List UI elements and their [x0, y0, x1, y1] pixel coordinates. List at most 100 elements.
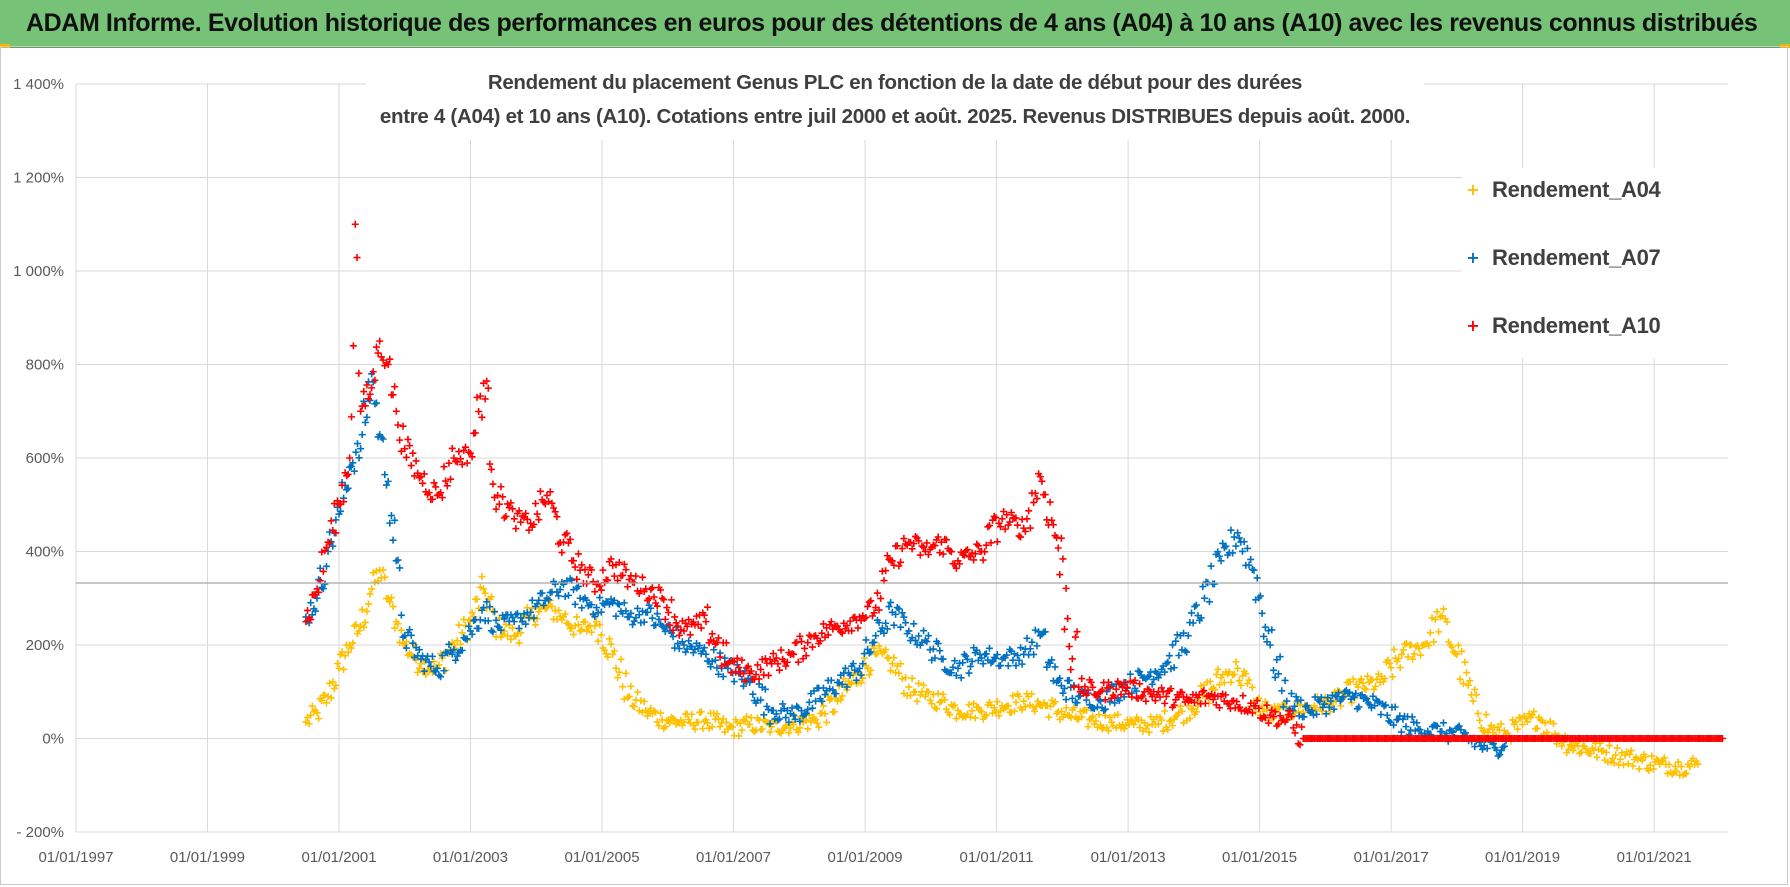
x-tick-label: 01/01/2007: [696, 849, 771, 866]
data-point-fill: [769, 650, 777, 658]
data-point: [1234, 529, 1242, 537]
data-point-fill: [535, 608, 543, 616]
data-point-fill: [569, 630, 577, 638]
data-point-fill: [1206, 677, 1214, 685]
x-tick-label: 01/01/2011: [960, 849, 1034, 866]
data-point-fill: [661, 615, 669, 623]
data-point-fill: [502, 512, 510, 520]
data-point-fill: [1243, 544, 1251, 552]
data-point-fill: [1144, 721, 1152, 729]
data-point-fill: [1682, 769, 1690, 777]
data-point-fill: [340, 665, 348, 673]
data-point-fill: [911, 532, 919, 540]
data-point-fill: [394, 620, 402, 628]
data-point: [560, 538, 568, 546]
data-point-fill: [360, 397, 368, 405]
data-point-fill: [735, 732, 743, 740]
data-point-fill: [652, 708, 660, 716]
data-point-fill: [504, 632, 512, 640]
data-point-fill: [993, 651, 1001, 659]
data-point-fill: [987, 539, 995, 547]
data-point-fill: [599, 566, 607, 574]
data-point-fill: [1139, 692, 1147, 700]
data-point-fill: [1333, 693, 1341, 701]
data-point-fill: [1159, 727, 1167, 735]
data-point-fill: [960, 551, 968, 559]
data-point-fill: [468, 609, 476, 617]
data-point-fill: [669, 626, 677, 634]
data-point-fill: [1497, 720, 1505, 728]
data-point-fill: [1150, 675, 1158, 683]
data-point-fill: [774, 660, 782, 668]
data-point-fill: [1550, 720, 1558, 728]
data-point-fill: [353, 440, 361, 448]
data-point-fill: [700, 644, 708, 652]
data-point-fill: [1006, 518, 1014, 526]
data-point-fill: [329, 678, 337, 686]
data-point-fill: [1059, 555, 1067, 563]
data-point: [1283, 716, 1291, 724]
data-point-fill: [719, 715, 727, 723]
data-point-fill: [581, 566, 589, 574]
data-point-fill: [1287, 690, 1295, 698]
data-point-fill: [735, 664, 743, 672]
data-point-fill: [1360, 685, 1368, 693]
data-point-fill: [364, 600, 372, 608]
data-point: [1266, 641, 1274, 649]
data-point-fill: [952, 564, 960, 572]
data-point-fill: [455, 621, 463, 629]
data-point-fill: [500, 627, 508, 635]
data-point-fill: [865, 649, 873, 657]
data-point: [790, 720, 798, 728]
data-point-fill: [1106, 698, 1114, 706]
data-point-fill: [813, 719, 821, 727]
data-point: [1250, 566, 1258, 574]
data-point-fill: [1214, 548, 1222, 556]
data-point-fill: [1028, 690, 1036, 698]
data-point-fill: [780, 657, 788, 665]
data-point-fill: [409, 449, 417, 457]
data-point-fill: [1059, 689, 1067, 697]
data-point-fill: [895, 562, 903, 570]
data-point-fill: [1253, 574, 1261, 582]
data-point: [790, 650, 798, 658]
data-point-fill: [605, 635, 613, 643]
data-point-fill: [1014, 521, 1022, 529]
data-point-fill: [920, 543, 928, 551]
data-point-fill: [1076, 688, 1084, 696]
data-point-fill: [427, 662, 435, 670]
data-point-fill: [741, 677, 749, 685]
data-point-fill: [571, 600, 579, 608]
data-point-fill: [916, 551, 924, 559]
data-point-fill: [757, 666, 765, 674]
data-point-fill: [471, 429, 479, 437]
data-point-fill: [978, 654, 986, 662]
data-point-fill: [1533, 724, 1541, 732]
data-point-fill: [1674, 758, 1682, 766]
data-point-fill: [1220, 679, 1228, 687]
data-point-fill: [382, 481, 390, 489]
data-point-fill: [1225, 668, 1233, 676]
data-point-fill: [478, 573, 486, 581]
data-point-fill: [630, 617, 638, 625]
data-point-fill: [522, 509, 530, 517]
data-point-fill: [870, 609, 878, 617]
data-point-fill: [478, 413, 486, 421]
data-point-fill: [1471, 743, 1479, 751]
data-point-fill: [666, 621, 674, 629]
data-point-fill: [1064, 615, 1072, 623]
data-point-fill: [1459, 680, 1467, 688]
data-point-fill: [968, 657, 976, 665]
data-point-fill: [1243, 680, 1251, 688]
data-point-fill: [900, 613, 908, 621]
data-point-fill: [409, 639, 417, 647]
data-point-fill: [484, 384, 492, 392]
data-point-fill: [1014, 651, 1022, 659]
data-point-fill: [1237, 681, 1245, 689]
data-point-fill: [353, 254, 361, 262]
data-point-fill: [779, 700, 787, 708]
data-point-fill: [1433, 608, 1441, 616]
data-point-fill: [1587, 749, 1595, 757]
data-point-fill: [1252, 708, 1260, 716]
data-point-fill: [360, 388, 368, 396]
